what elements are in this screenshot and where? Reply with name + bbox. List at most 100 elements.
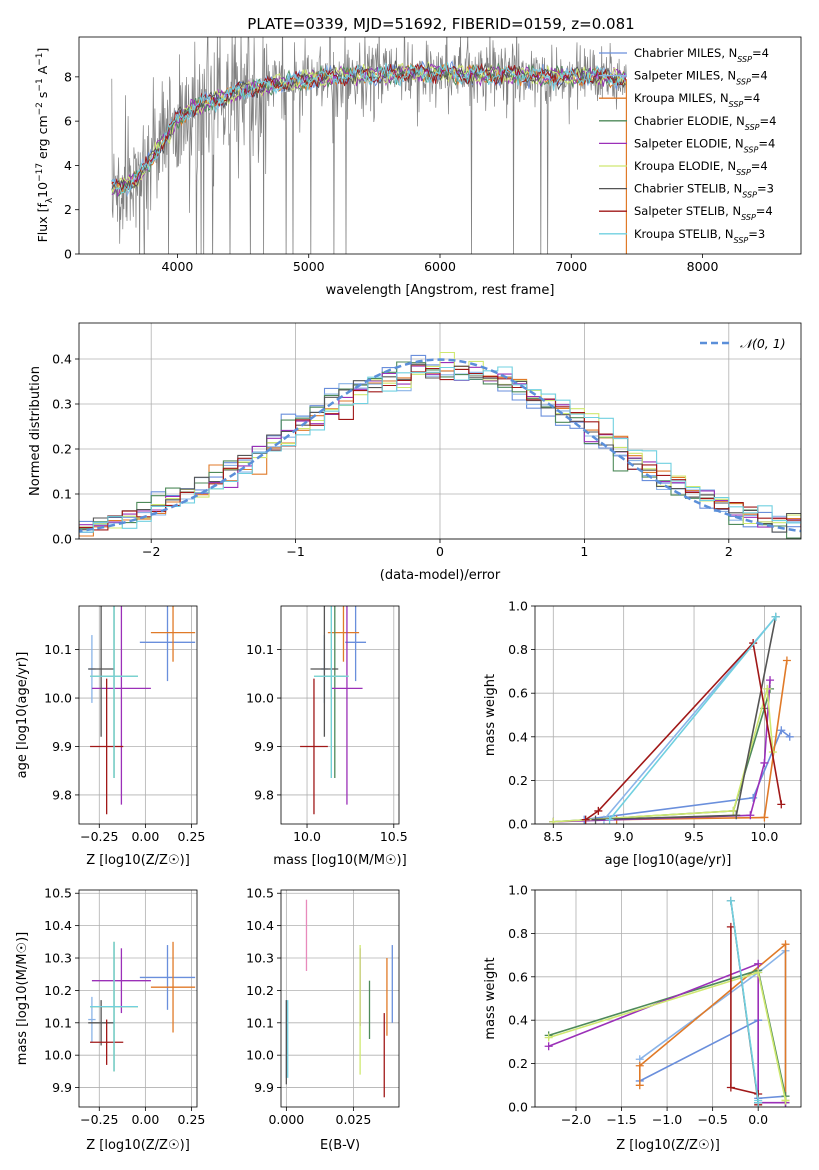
x-axis-label: Z [log10(Z/Z☉)]	[616, 1138, 720, 1153]
panel-age_vs_mass: 10.0 10.5 9.8 9.9 10.0 10.1 mass [log10(M/M☉)]	[246, 605, 408, 868]
weight-marker	[754, 959, 763, 968]
weight-line	[616, 660, 788, 821]
x-tick-label: 6000	[424, 259, 456, 274]
x-tick-label: 0.25	[178, 1112, 206, 1127]
weight-marker	[785, 732, 794, 741]
y-axis-label: Flux [fλ10−17 erg cm−2 s−1 A−1]	[35, 48, 55, 243]
panel-mass_vs_ebv: 0.000 0.025 9.9 10.0 10.1 10.2 10.3 10.4 10.5 E(B…	[246, 886, 400, 1153]
x-tick-label: 8000	[687, 259, 719, 274]
error-point	[90, 678, 124, 815]
plot-area	[544, 896, 790, 1107]
legend-entry: Salpeter STELIB, NSSP=4	[634, 204, 773, 222]
axes-frame	[280, 889, 400, 1108]
residual-histogram	[79, 366, 801, 533]
y-tick-label: 0.8	[508, 642, 528, 657]
y-tick-label: 10.4	[44, 918, 72, 933]
y-tick-label: 10.3	[44, 951, 72, 966]
y-axis-label: age [log10(age/yr)]	[15, 652, 30, 779]
error-point	[88, 996, 96, 1043]
weight-marker	[760, 813, 769, 822]
weight-marker	[635, 1081, 644, 1090]
weight-marker	[544, 1033, 553, 1042]
y-tick-label: 10.0	[44, 1048, 72, 1063]
y-tick-label: 10.0	[44, 691, 72, 706]
y-tick-label: 2	[64, 202, 72, 217]
y-tick-label: 0	[64, 247, 72, 262]
plot-area	[88, 941, 196, 1072]
y-tick-label: 6	[64, 114, 72, 129]
error-point	[139, 945, 196, 1010]
error-point	[345, 606, 367, 682]
y-tick-label: 10.2	[246, 983, 274, 998]
y-tick-label: 10.2	[44, 983, 72, 998]
legend-entry: Kroupa ELODIE, NSSP=4	[634, 159, 768, 177]
legend-entry: Kroupa MILES, NSSP=4	[634, 91, 760, 109]
y-tick-label: 0.6	[508, 969, 528, 984]
weight-line	[584, 729, 791, 821]
error-point	[91, 948, 151, 1014]
weight-marker	[763, 684, 772, 693]
legend-entry: Chabrier ELODIE, NSSP=4	[634, 114, 776, 132]
panel-spectrum: 4000 5000 6000 7000 8000 0 2 4 6 8 wavelength [Ang…	[35, 36, 802, 298]
y-tick-label: 10.1	[246, 642, 274, 657]
y-tick-label: 9.9	[254, 1080, 274, 1095]
axes-frame	[534, 889, 802, 1108]
y-tick-label: 0.2	[508, 773, 528, 788]
x-tick-label: 10.5	[380, 829, 408, 844]
y-tick-label: 0.4	[52, 352, 72, 367]
panel-age_vs_Z: −0.25 0.00 0.25 9.8 9.9 10.0 10.1 Z [log10(Z/Z☉…	[15, 605, 205, 868]
model-spectrum	[111, 60, 627, 190]
weight-marker	[726, 1083, 735, 1092]
x-tick-label: −0.25	[80, 829, 118, 844]
plot-area	[285, 899, 393, 1098]
axes-frame	[280, 605, 400, 825]
y-axis-label: mass [log10(M/M☉)]	[15, 932, 30, 1065]
x-tick-label: 7000	[555, 259, 587, 274]
y-tick-label: 10.5	[246, 886, 274, 901]
error-point	[90, 941, 138, 1072]
normal-curve	[79, 358, 801, 533]
x-axis-label: (data-model)/error	[380, 568, 501, 583]
x-tick-label: 0.00	[131, 1112, 159, 1127]
legend: Chabrier MILES, NSSP=4 Salpeter MILES, NS…	[599, 46, 776, 244]
x-axis-label: Z [log10(Z/Z☉)]	[86, 1138, 190, 1153]
figure-title: PLATE=0339, MJD=51692, FIBERID=0159, z=0…	[247, 15, 634, 33]
weight-line	[553, 688, 774, 823]
y-tick-label: 10.0	[246, 691, 274, 706]
weight-line	[639, 942, 787, 1101]
error-point	[139, 606, 196, 682]
x-axis-label: Z [log10(Z/Z☉)]	[86, 853, 190, 868]
plot-area	[549, 612, 794, 824]
x-tick-label: 0.00	[131, 829, 159, 844]
y-tick-label: 10.5	[44, 886, 72, 901]
y-tick-label: 0.0	[52, 532, 72, 547]
x-tick-label: 10.0	[293, 829, 321, 844]
weight-marker	[605, 815, 614, 824]
y-tick-label: 1.0	[508, 599, 528, 614]
y-tick-label: 9.8	[254, 787, 274, 802]
panel-residuals: −2 −1 0 1 2 0.0 0.1 0.2 0.3 0.4 (data-model)/error…	[28, 322, 802, 583]
model-spectrum	[111, 62, 627, 195]
plot-area	[111, 37, 628, 254]
y-axis-label: mass weight	[483, 957, 498, 1039]
x-tick-label: 0.025	[336, 1112, 372, 1127]
plot-area	[79, 351, 801, 539]
y-tick-label: 0.4	[508, 1013, 528, 1028]
y-tick-label: 10.1	[44, 1015, 72, 1030]
y-tick-label: 10.1	[44, 642, 72, 657]
plot-area	[300, 606, 367, 815]
y-tick-label: 9.9	[52, 739, 72, 754]
legend-entry: Chabrier MILES, NSSP=4	[634, 46, 769, 64]
x-tick-label: 9.0	[614, 829, 634, 844]
x-tick-label: −2.0	[561, 1112, 591, 1127]
weight-marker	[594, 806, 603, 815]
error-point	[88, 606, 115, 737]
panel-weight_vs_Z: −2.0 −1.5 −1.0 −0.5 0.0 0.0 0.2 0.4 0.6 0.8 1.0 Z […	[483, 883, 802, 1153]
error-point	[310, 606, 339, 737]
x-tick-label: 2	[725, 544, 733, 559]
x-tick-label: 0	[436, 544, 444, 559]
y-tick-label: 0.3	[52, 397, 72, 412]
weight-marker	[782, 656, 791, 665]
weight-marker	[549, 817, 558, 824]
